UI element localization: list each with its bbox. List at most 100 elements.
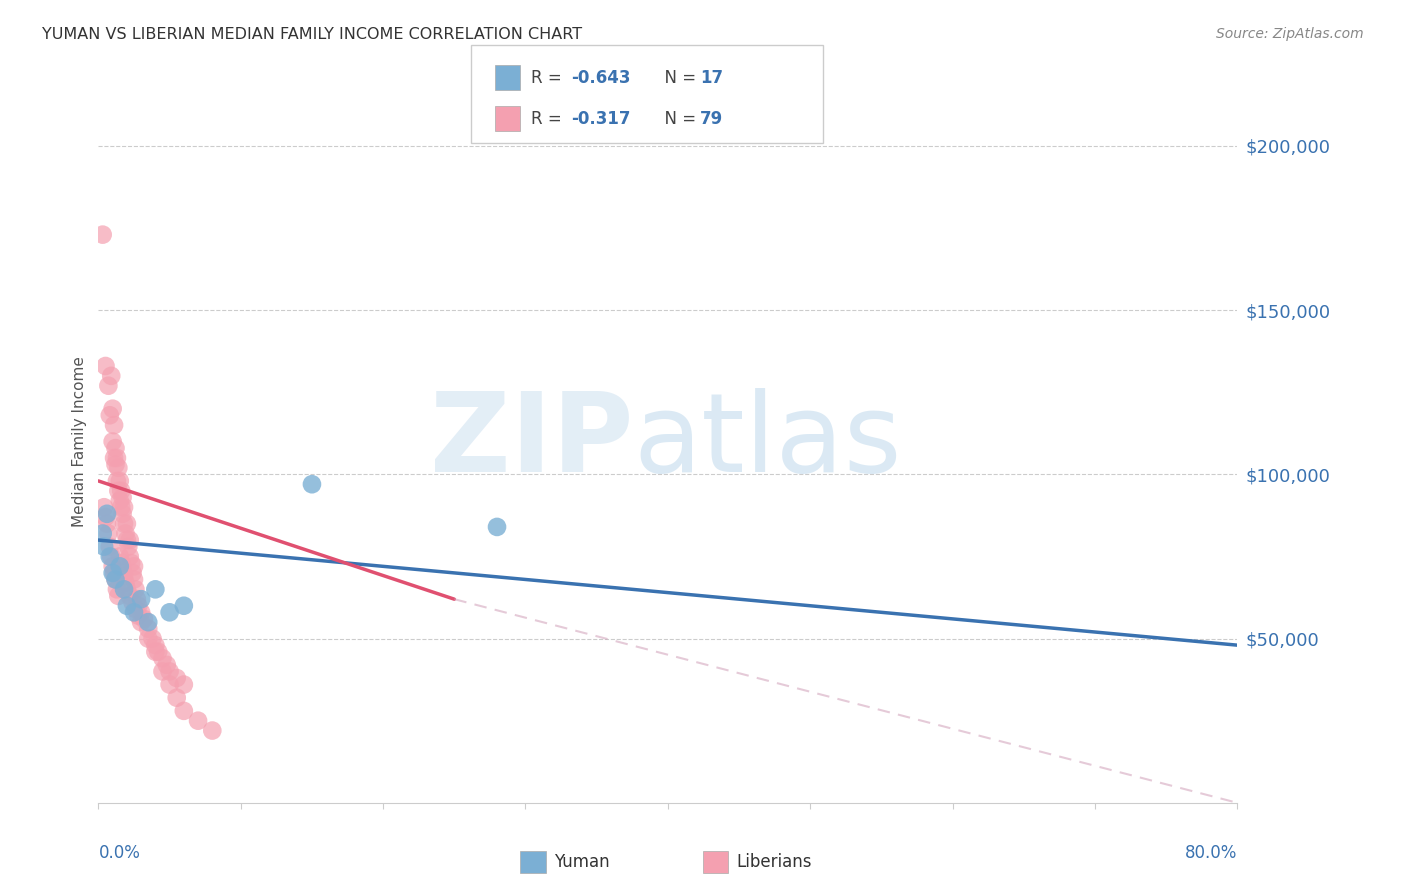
Text: 0.0%: 0.0% — [98, 845, 141, 863]
Point — [101, 434, 124, 449]
Point — [201, 723, 224, 738]
Text: atlas: atlas — [634, 388, 903, 495]
Text: 17: 17 — [700, 69, 723, 87]
Point — [152, 651, 174, 665]
Point — [112, 582, 135, 597]
Point — [121, 595, 143, 609]
Text: N =: N = — [654, 110, 702, 128]
Point — [97, 378, 120, 392]
Point — [136, 622, 159, 636]
Point — [107, 483, 129, 498]
Point — [104, 441, 127, 455]
Point — [96, 507, 118, 521]
Point — [111, 563, 134, 577]
Point — [115, 533, 138, 547]
Point — [108, 559, 131, 574]
Point — [105, 582, 128, 597]
Point — [115, 516, 138, 531]
Point — [98, 540, 121, 554]
Point — [108, 549, 131, 564]
Point — [117, 540, 139, 554]
Point — [103, 418, 125, 433]
Point — [136, 615, 159, 630]
Point — [145, 582, 167, 597]
Point — [159, 605, 181, 619]
Text: 80.0%: 80.0% — [1185, 845, 1237, 863]
Point — [98, 409, 121, 423]
Point — [103, 450, 125, 465]
Point — [173, 599, 195, 613]
Point — [96, 516, 118, 531]
Point — [173, 677, 195, 691]
Point — [111, 507, 134, 521]
Point — [115, 599, 138, 613]
Point — [105, 474, 128, 488]
Point — [93, 500, 115, 515]
Point — [103, 566, 125, 580]
Point — [129, 592, 152, 607]
Point — [104, 458, 127, 472]
Point — [107, 589, 129, 603]
Point — [110, 500, 132, 515]
Point — [108, 474, 131, 488]
Point — [152, 665, 174, 679]
Point — [187, 714, 209, 728]
Point — [110, 556, 132, 570]
Point — [118, 549, 141, 564]
Text: R =: R = — [531, 110, 568, 128]
Point — [159, 665, 181, 679]
Point — [118, 589, 141, 603]
Point — [115, 582, 138, 597]
Point — [127, 608, 149, 623]
Point — [166, 671, 188, 685]
Point — [104, 573, 127, 587]
Point — [136, 632, 159, 646]
Text: Liberians: Liberians — [737, 853, 813, 871]
Point — [127, 599, 149, 613]
Text: -0.317: -0.317 — [571, 110, 630, 128]
Point — [159, 677, 181, 691]
Point — [108, 493, 131, 508]
Point — [100, 549, 122, 564]
Point — [105, 450, 128, 465]
Point — [91, 526, 114, 541]
Point — [97, 526, 120, 541]
Text: YUMAN VS LIBERIAN MEDIAN FAMILY INCOME CORRELATION CHART: YUMAN VS LIBERIAN MEDIAN FAMILY INCOME C… — [42, 27, 582, 42]
Point — [111, 491, 134, 505]
Point — [93, 540, 115, 554]
Point — [110, 483, 132, 498]
Point — [100, 368, 122, 383]
Point — [145, 638, 167, 652]
Text: R =: R = — [531, 69, 568, 87]
Point — [141, 632, 163, 646]
Point — [124, 602, 146, 616]
Point — [112, 569, 135, 583]
Point — [148, 645, 170, 659]
Point — [301, 477, 323, 491]
Point — [94, 359, 117, 373]
Point — [122, 605, 145, 619]
Point — [122, 573, 145, 587]
Point — [156, 657, 179, 672]
Text: 79: 79 — [700, 110, 724, 128]
Point — [166, 690, 188, 705]
Point — [98, 549, 121, 564]
Point — [173, 704, 195, 718]
Point — [132, 612, 155, 626]
Point — [125, 592, 148, 607]
Point — [114, 575, 136, 590]
Text: ZIP: ZIP — [430, 388, 634, 495]
Point — [486, 520, 509, 534]
Point — [104, 573, 127, 587]
Point — [121, 566, 143, 580]
Point — [129, 605, 152, 619]
Text: N =: N = — [654, 69, 702, 87]
Point — [129, 615, 152, 630]
Point — [94, 510, 117, 524]
Point — [101, 401, 124, 416]
Point — [114, 526, 136, 541]
Text: Source: ZipAtlas.com: Source: ZipAtlas.com — [1216, 27, 1364, 41]
Text: Yuman: Yuman — [554, 853, 610, 871]
Y-axis label: Median Family Income: Median Family Income — [72, 356, 87, 527]
Point — [145, 645, 167, 659]
